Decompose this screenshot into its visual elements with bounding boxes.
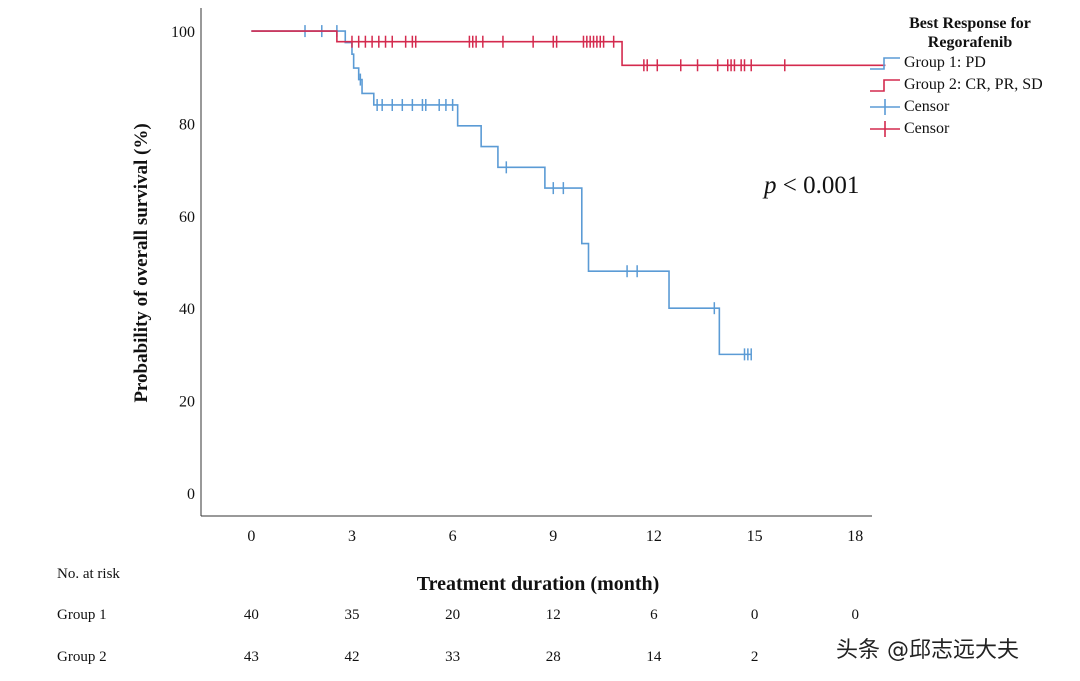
- legend-title: Best Response for Regorafenib: [882, 14, 1058, 52]
- p-value-text: < 0.001: [776, 172, 860, 199]
- legend-entry-group2: Group 2: CR, PR, SD: [868, 74, 1078, 96]
- x-tick-label: 9: [549, 528, 557, 545]
- survival-curve-group2: [251, 30, 886, 67]
- y-tick-label: 80: [179, 116, 195, 133]
- series-2: [251, 30, 886, 72]
- legend-label-group1: Group 1: PD: [904, 54, 986, 71]
- risk-cell: 2: [750, 649, 759, 665]
- axes: 0 20 40 60 80 100 0 3 6 9 12 15 18: [171, 8, 872, 545]
- y-tick-label: 0: [187, 486, 195, 503]
- censor-plus-icon: [870, 99, 900, 115]
- y-tick-label: 40: [179, 301, 195, 318]
- legend-entry-censor-red: Censor: [868, 118, 1078, 140]
- p-value-annotation: p < 0.001: [764, 172, 859, 200]
- legend-label-group2: Group 2: CR, PR, SD: [904, 76, 1043, 93]
- legend: Best Response for Regorafenib Group 1: P…: [868, 14, 1078, 140]
- legend-entry-group1: Group 1: PD: [868, 52, 1078, 74]
- x-tick-label: 3: [348, 528, 356, 545]
- risk-cell: 40: [243, 607, 259, 623]
- y-tick-label: 60: [179, 209, 195, 226]
- risk-table-title: No. at risk: [57, 566, 120, 582]
- y-tick-label: 20: [179, 394, 195, 411]
- x-tick-label: 18: [847, 528, 863, 545]
- risk-cell: 28: [545, 649, 561, 665]
- legend-label-censor-red: Censor: [904, 120, 950, 137]
- risk-cell: 14: [646, 649, 662, 665]
- x-axis-label: Treatment duration (month): [416, 573, 660, 595]
- watermark-text: 头条 @邱志远大夫: [836, 638, 1019, 663]
- risk-row-label-group1: Group 1: [57, 607, 107, 623]
- x-tick-label: 6: [449, 528, 457, 545]
- y-axis-label: Probability of overall survival (%): [131, 123, 152, 403]
- risk-cell: 20: [445, 607, 461, 623]
- legend-step-icon: [870, 57, 900, 70]
- series-1: [251, 25, 752, 361]
- risk-cell: 0: [750, 607, 759, 623]
- risk-cell: 6: [650, 607, 658, 623]
- x-tick-label: 15: [747, 528, 763, 545]
- legend-step-icon: [870, 79, 900, 92]
- risk-cell: 42: [344, 649, 360, 665]
- risk-cell: 12: [545, 607, 561, 623]
- legend-entry-censor-blue: Censor: [868, 96, 1078, 118]
- risk-cell: 35: [344, 607, 360, 623]
- censor-plus-icon: [870, 121, 900, 137]
- legend-label-censor-blue: Censor: [904, 98, 950, 115]
- survival-curve-group1: [251, 30, 752, 356]
- legend-title-line2: Regorafenib: [927, 34, 1013, 51]
- p-symbol: p: [764, 172, 777, 199]
- series-layer: [251, 25, 886, 361]
- risk-cell: 0: [851, 607, 859, 623]
- risk-cell: 43: [243, 649, 259, 665]
- x-tick-label: 0: [247, 528, 255, 545]
- risk-row-label-group2: Group 2: [57, 649, 107, 665]
- x-tick-label: 12: [646, 528, 662, 545]
- risk-cell: 33: [445, 649, 461, 665]
- legend-title-line1: Best Response for: [909, 15, 1031, 32]
- y-tick-label: 100: [171, 24, 195, 41]
